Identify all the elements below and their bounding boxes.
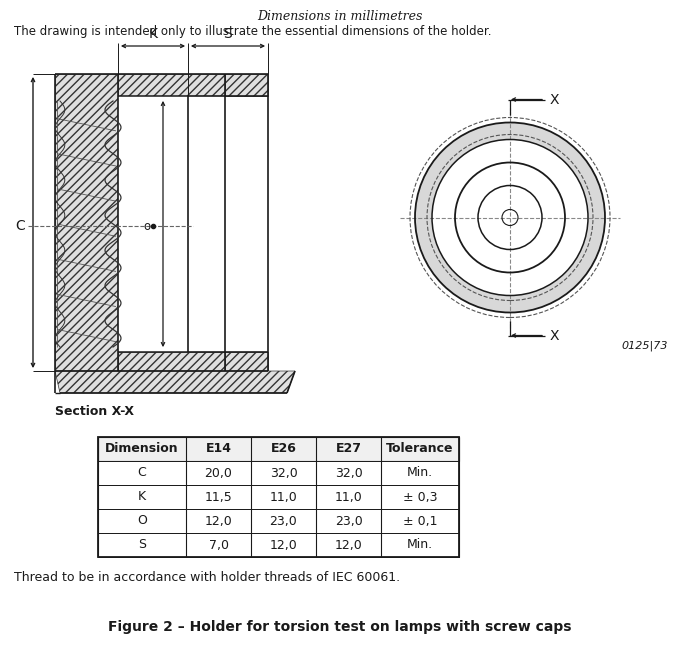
Bar (98, 533, 459, 557)
Text: S: S (224, 27, 233, 41)
Text: E27: E27 (335, 442, 362, 456)
Text: 11,0: 11,0 (335, 491, 362, 503)
Text: X: X (550, 92, 560, 106)
Text: 12,0: 12,0 (270, 539, 297, 552)
Polygon shape (55, 74, 118, 371)
Text: o: o (143, 220, 150, 232)
Bar (98, 509, 459, 533)
Text: Min.: Min. (407, 467, 433, 479)
Text: ± 0,1: ± 0,1 (403, 515, 437, 527)
Text: 12,0: 12,0 (335, 539, 362, 552)
Bar (98, 437, 459, 557)
Text: 11,0: 11,0 (270, 491, 297, 503)
Polygon shape (118, 352, 225, 371)
Text: S: S (138, 539, 146, 552)
Text: 12,0: 12,0 (205, 515, 233, 527)
Text: 11,5: 11,5 (205, 491, 233, 503)
Text: Figure 2 – Holder for torsion test on lamps with screw caps: Figure 2 – Holder for torsion test on la… (108, 620, 572, 634)
Text: Thread to be in accordance with holder threads of IEC 60061.: Thread to be in accordance with holder t… (14, 571, 400, 584)
Bar (98, 485, 459, 509)
Text: K: K (148, 27, 158, 41)
Text: 7,0: 7,0 (209, 539, 228, 552)
Text: Section X-X: Section X-X (55, 405, 134, 418)
Text: Dimensions in millimetres: Dimensions in millimetres (257, 10, 423, 23)
Text: Dimension: Dimension (105, 442, 179, 456)
Text: 20,0: 20,0 (205, 467, 233, 479)
Text: ± 0,3: ± 0,3 (403, 491, 437, 503)
Text: 32,0: 32,0 (335, 467, 362, 479)
Bar (98, 461, 459, 485)
Text: 23,0: 23,0 (335, 515, 362, 527)
Bar (118, 96, 188, 352)
Circle shape (405, 112, 615, 323)
Text: K: K (138, 491, 146, 503)
Text: C: C (137, 467, 146, 479)
Polygon shape (225, 352, 268, 371)
Text: 0125|73: 0125|73 (622, 341, 668, 351)
Polygon shape (55, 371, 295, 393)
Text: C: C (15, 219, 25, 233)
Polygon shape (415, 122, 605, 313)
Text: X: X (550, 329, 560, 343)
Text: E14: E14 (205, 442, 231, 456)
Bar (188, 96, 225, 352)
Text: O: O (137, 515, 147, 527)
Text: 23,0: 23,0 (270, 515, 297, 527)
Bar (98, 437, 459, 461)
Polygon shape (225, 74, 268, 96)
Text: Tolerance: Tolerance (386, 442, 454, 456)
Polygon shape (118, 74, 225, 96)
Text: E26: E26 (271, 442, 296, 456)
Text: 32,0: 32,0 (270, 467, 297, 479)
Text: Min.: Min. (407, 539, 433, 552)
Text: The drawing is intended only to illustrate the essential dimensions of the holde: The drawing is intended only to illustra… (14, 25, 492, 38)
